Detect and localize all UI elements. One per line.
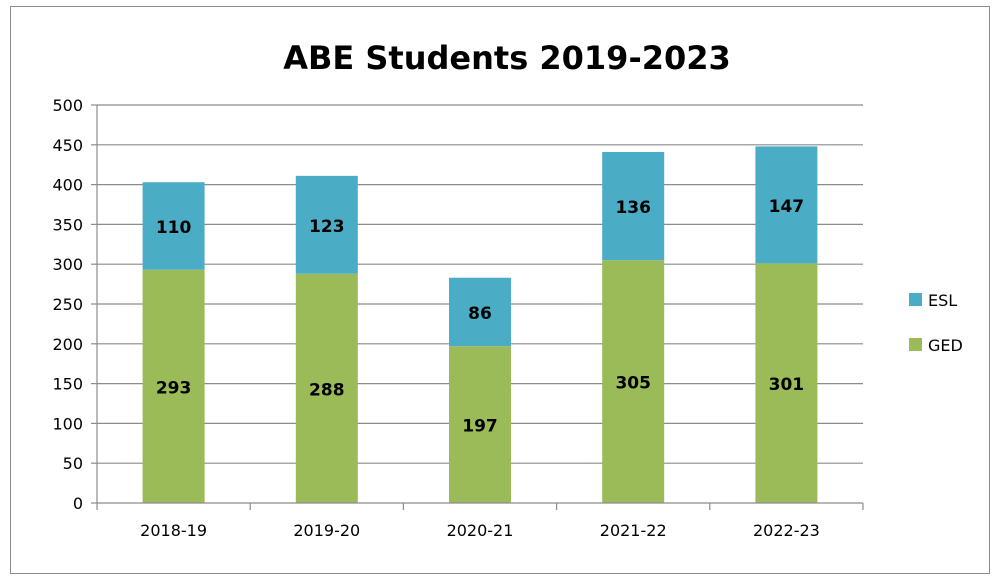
bar-ged-2018-19	[142, 269, 205, 503]
y-tick-label: 400	[52, 176, 83, 195]
data-label-esl-2021-22: 136	[615, 198, 651, 218]
x-tick-label: 2018-19	[140, 521, 207, 540]
x-tick-label: 2019-20	[293, 521, 360, 540]
y-tick-label: 300	[52, 255, 83, 274]
legend-label-esl: ESL	[928, 291, 957, 310]
data-label-esl-2018-19: 110	[156, 218, 192, 238]
data-label-ged-2020-21: 197	[462, 417, 498, 437]
x-tick-label: 2020-21	[447, 521, 514, 540]
stacked-bar-chart: ABE Students 2019-2023 0 50 100 150 200 250 30…	[52, 39, 963, 540]
bar-esl-2020-21	[449, 277, 511, 347]
y-tick-label: 350	[52, 215, 83, 234]
bar-ged-2022-23	[755, 263, 818, 503]
y-tick-label: 150	[52, 375, 83, 394]
legend-swatch-esl	[909, 293, 922, 306]
bar-esl-2022-23	[755, 146, 818, 264]
bar-ged-2019-20	[295, 273, 358, 503]
data-label-esl-2022-23: 147	[769, 197, 805, 217]
y-tick-label: 0	[73, 494, 83, 513]
bar-ged-2021-22	[602, 260, 665, 503]
data-label-ged-2018-19: 293	[156, 378, 192, 398]
data-label-ged-2019-20: 288	[309, 380, 345, 400]
chart-frame: ABE Students 2019-2023 0 50 100 150 200 250 30…	[10, 6, 990, 574]
legend-swatch-ged	[909, 338, 922, 351]
x-tick-label: 2021-22	[600, 521, 667, 540]
chart-title: ABE Students 2019-2023	[283, 39, 731, 77]
bar-esl-2018-19	[142, 182, 205, 270]
data-label-esl-2019-20: 123	[309, 217, 345, 237]
y-tick-label: 50	[63, 454, 83, 473]
y-tick-label: 100	[52, 414, 83, 433]
legend-label-ged: GED	[928, 336, 963, 355]
bar-esl-2021-22	[602, 151, 665, 261]
y-tick-label: 200	[52, 335, 83, 354]
y-tick-label: 500	[52, 96, 83, 115]
y-tick-label: 450	[52, 136, 83, 155]
bar-ged-2020-21	[449, 346, 511, 503]
x-tick-label: 2022-23	[753, 521, 820, 540]
data-label-esl-2020-21: 86	[468, 304, 492, 324]
data-label-ged-2021-22: 305	[615, 374, 651, 394]
bar-esl-2019-20	[295, 175, 358, 274]
data-label-ged-2022-23: 301	[769, 375, 805, 395]
y-tick-label: 250	[52, 295, 83, 314]
